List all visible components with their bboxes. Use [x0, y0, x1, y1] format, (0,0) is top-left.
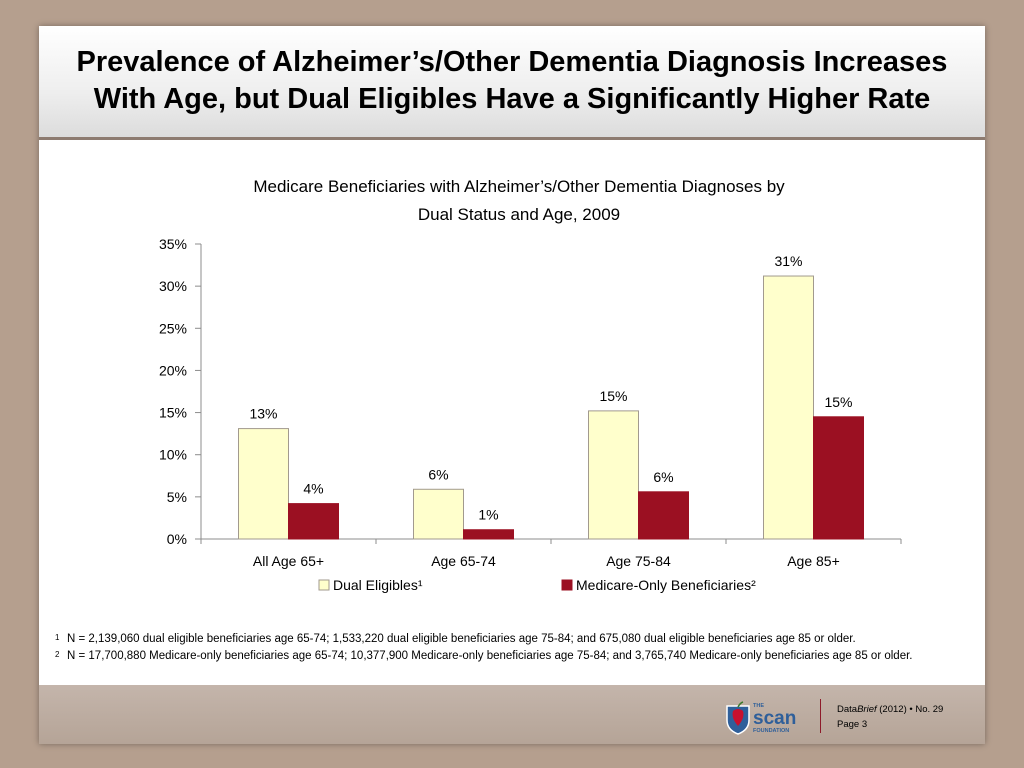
slide: Prevalence of Alzheimer’s/Other Dementia… — [39, 26, 985, 744]
footnote-1-text: N = 2,139,060 dual eligible beneficiarie… — [67, 633, 856, 645]
bar-dual-eligibles — [588, 410, 639, 540]
footer-page: Page 3 — [837, 719, 868, 730]
y-tick-label: 0% — [167, 531, 187, 547]
logo-small-text: THE — [753, 703, 764, 709]
legend-swatch-dual-eligibles — [318, 579, 330, 591]
legend-label-medicare-only: Medicare-Only Beneficiaries² — [576, 577, 756, 593]
footer-brand-italic: Brief — [857, 704, 877, 715]
footnote-1: 1 N = 2,139,060 dual eligible beneficiar… — [51, 631, 976, 648]
data-label: 1% — [478, 507, 498, 523]
scan-foundation-logo: THE scan FOUNDATION — [726, 701, 796, 735]
title-line-1: Prevalence of Alzheimer’s/Other Dementia… — [76, 46, 948, 78]
footer-divider — [820, 699, 821, 733]
x-tick-label: Age 65-74 — [431, 553, 496, 569]
title-line-2: With Age, but Dual Eligibles Have a Sign… — [93, 83, 931, 115]
footer-issue: No. 29 — [915, 704, 944, 715]
bar-medicare-only — [288, 503, 339, 540]
footer-band — [39, 685, 985, 744]
data-label: 13% — [249, 406, 277, 422]
footnote-1-mark: 1 — [55, 633, 60, 642]
bar-dual-eligibles — [763, 275, 814, 540]
chart-title-line-1: Medicare Beneficiaries with Alzheimer’s/… — [253, 177, 785, 196]
y-tick-label: 30% — [159, 278, 187, 294]
footnote-2: 2 N = 17,700,880 Medicare-only beneficia… — [51, 648, 976, 665]
y-tick-label: 10% — [159, 447, 187, 463]
x-tick-label: Age 75-84 — [606, 553, 671, 569]
logo-main-text: scan — [753, 708, 796, 729]
bar-dual-eligibles — [413, 488, 464, 540]
title-band: Prevalence of Alzheimer’s/Other Dementia… — [39, 26, 985, 140]
data-label: 6% — [428, 466, 448, 482]
footer-text: DataBrief (2012) • No. 29 Page 3 — [837, 702, 943, 732]
bar-medicare-only — [463, 529, 514, 540]
footer-bullet: • — [909, 704, 913, 715]
y-tick-label: 5% — [167, 489, 187, 505]
x-tick-label: Age 85+ — [787, 553, 840, 569]
y-tick-label: 25% — [159, 320, 187, 336]
page-title: Prevalence of Alzheimer’s/Other Dementia… — [39, 44, 985, 118]
legend-swatch-medicare-only — [561, 579, 573, 591]
data-label: 15% — [824, 394, 852, 410]
footer-brand-year: (2012) — [879, 704, 907, 715]
data-label: 15% — [599, 388, 627, 404]
footnotes: 1 N = 2,139,060 dual eligible beneficiar… — [51, 631, 976, 665]
data-label: 6% — [653, 469, 673, 485]
data-label: 31% — [774, 253, 802, 269]
data-label: 4% — [303, 481, 323, 497]
x-tick-label: All Age 65+ — [253, 553, 324, 569]
chart-title-line-2: Dual Status and Age, 2009 — [418, 205, 620, 224]
footnote-2-text: N = 17,700,880 Medicare-only beneficiari… — [67, 650, 913, 662]
y-tick-label: 35% — [159, 236, 187, 252]
bar-medicare-only — [638, 491, 689, 540]
bar-chart: Medicare Beneficiaries with Alzheimer’s/… — [159, 177, 902, 593]
footer-brand-line: DataBrief (2012) • No. 29 — [837, 702, 943, 717]
footer-brand-prefix: Data — [837, 704, 858, 715]
bar-medicare-only — [813, 416, 864, 540]
footnote-2-mark: 2 — [55, 650, 60, 659]
legend-label-dual-eligibles: Dual Eligibles¹ — [333, 577, 423, 593]
y-tick-label: 20% — [159, 362, 187, 378]
logo-sub-text: FOUNDATION — [753, 728, 789, 734]
bar-dual-eligibles — [238, 428, 289, 540]
y-tick-label: 15% — [159, 405, 187, 421]
